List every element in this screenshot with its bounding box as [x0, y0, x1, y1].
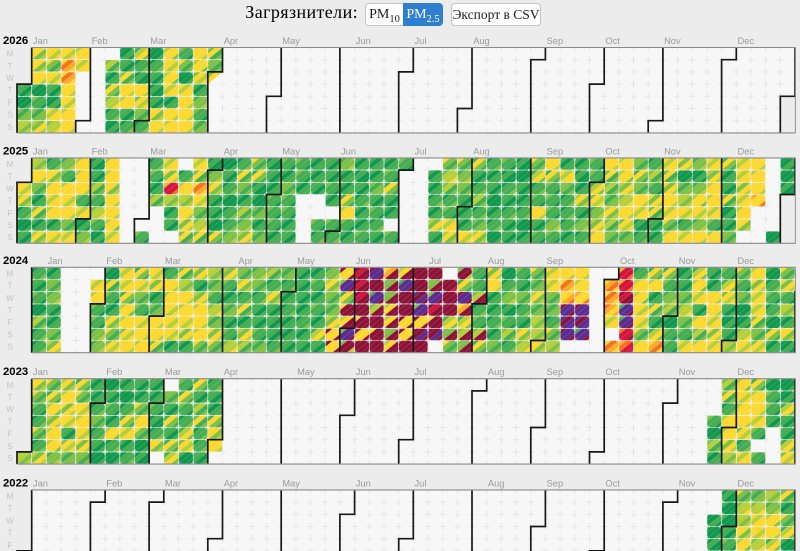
svg-text:May: May: [297, 367, 315, 377]
svg-text:T: T: [8, 62, 13, 71]
svg-text:Nov: Nov: [679, 256, 696, 266]
svg-text:T: T: [8, 86, 13, 95]
svg-text:Jul: Jul: [429, 256, 441, 266]
svg-text:Dec: Dec: [738, 367, 755, 377]
svg-text:Dec: Dec: [738, 146, 755, 156]
svg-text:Jan: Jan: [33, 146, 48, 156]
svg-text:T: T: [8, 417, 13, 426]
svg-text:Feb: Feb: [106, 256, 122, 266]
svg-text:Nov: Nov: [664, 36, 681, 46]
svg-text:W: W: [6, 294, 14, 303]
svg-text:F: F: [8, 318, 13, 327]
svg-text:Sep: Sep: [547, 36, 564, 46]
svg-text:T: T: [8, 306, 13, 315]
svg-text:2022: 2022: [3, 477, 28, 489]
svg-text:May: May: [282, 36, 300, 46]
svg-text:Apr: Apr: [224, 478, 238, 488]
svg-text:Feb: Feb: [106, 478, 122, 488]
svg-text:T: T: [8, 504, 13, 513]
svg-text:S: S: [7, 454, 12, 463]
svg-text:Feb: Feb: [106, 367, 122, 377]
svg-text:Dec: Dec: [738, 36, 755, 46]
svg-text:2024: 2024: [3, 255, 29, 267]
svg-text:Jan: Jan: [48, 256, 63, 266]
svg-text:F: F: [8, 209, 13, 218]
svg-text:S: S: [7, 111, 12, 120]
svg-text:W: W: [6, 184, 14, 193]
svg-text:Apr: Apr: [224, 367, 238, 377]
svg-text:Aug: Aug: [488, 478, 505, 488]
svg-text:Nov: Nov: [679, 367, 696, 377]
svg-text:Jun: Jun: [356, 478, 371, 488]
svg-text:Sep: Sep: [547, 367, 564, 377]
svg-text:Jun: Jun: [356, 256, 371, 266]
svg-text:M: M: [7, 160, 14, 169]
svg-text:Mar: Mar: [165, 367, 181, 377]
svg-text:May: May: [297, 256, 315, 266]
svg-text:T: T: [8, 529, 13, 538]
svg-text:Oct: Oct: [605, 478, 620, 488]
svg-text:M: M: [7, 381, 14, 390]
svg-text:Mar: Mar: [165, 478, 181, 488]
svg-text:May: May: [282, 146, 300, 156]
svg-text:Jan: Jan: [33, 36, 48, 46]
svg-text:Apr: Apr: [224, 36, 238, 46]
svg-text:Sep: Sep: [547, 478, 564, 488]
svg-text:Sep: Sep: [547, 146, 564, 156]
svg-text:S: S: [7, 330, 12, 339]
svg-text:Dec: Dec: [738, 256, 755, 266]
svg-text:Aug: Aug: [473, 36, 490, 46]
svg-text:Feb: Feb: [92, 36, 108, 46]
svg-text:F: F: [8, 541, 13, 550]
svg-text:F: F: [8, 98, 13, 107]
svg-text:Nov: Nov: [679, 478, 696, 488]
svg-text:Jun: Jun: [356, 36, 371, 46]
svg-text:Aug: Aug: [488, 367, 505, 377]
svg-text:W: W: [6, 405, 14, 414]
svg-text:Jun: Jun: [356, 367, 371, 377]
svg-text:M: M: [7, 50, 14, 59]
svg-text:S: S: [7, 221, 12, 230]
svg-text:Aug: Aug: [488, 256, 505, 266]
svg-text:Jul: Jul: [415, 367, 427, 377]
svg-text:Jan: Jan: [33, 367, 48, 377]
svg-text:Oct: Oct: [605, 146, 620, 156]
svg-text:Mar: Mar: [150, 146, 166, 156]
svg-text:Apr: Apr: [224, 146, 238, 156]
svg-text:S: S: [7, 343, 12, 352]
svg-text:S: S: [7, 123, 12, 132]
svg-text:T: T: [8, 282, 13, 291]
svg-text:W: W: [6, 516, 14, 525]
svg-text:Jul: Jul: [415, 36, 427, 46]
svg-text:Sep: Sep: [547, 256, 564, 266]
svg-text:W: W: [6, 74, 14, 83]
svg-text:Mar: Mar: [150, 36, 166, 46]
svg-text:2023: 2023: [3, 366, 28, 378]
svg-text:S: S: [7, 233, 12, 242]
svg-text:Jul: Jul: [415, 478, 427, 488]
svg-text:Oct: Oct: [620, 256, 635, 266]
svg-text:M: M: [7, 492, 14, 501]
svg-text:Oct: Oct: [605, 36, 620, 46]
svg-text:Jan: Jan: [33, 478, 48, 488]
svg-text:Feb: Feb: [92, 146, 108, 156]
svg-text:Nov: Nov: [664, 146, 681, 156]
svg-text:2026: 2026: [3, 35, 28, 47]
svg-text:Aug: Aug: [473, 146, 490, 156]
svg-text:T: T: [8, 197, 13, 206]
svg-text:2025: 2025: [3, 145, 28, 157]
svg-text:Mar: Mar: [165, 256, 181, 266]
svg-text:M: M: [7, 269, 14, 278]
svg-text:Oct: Oct: [605, 367, 620, 377]
svg-text:S: S: [7, 442, 12, 451]
svg-text:Jun: Jun: [341, 146, 356, 156]
svg-text:Apr: Apr: [238, 256, 252, 266]
svg-text:Dec: Dec: [738, 478, 755, 488]
svg-text:May: May: [282, 478, 300, 488]
svg-text:T: T: [8, 172, 13, 181]
svg-text:Jul: Jul: [415, 146, 427, 156]
svg-text:T: T: [8, 393, 13, 402]
svg-text:F: F: [8, 430, 13, 439]
